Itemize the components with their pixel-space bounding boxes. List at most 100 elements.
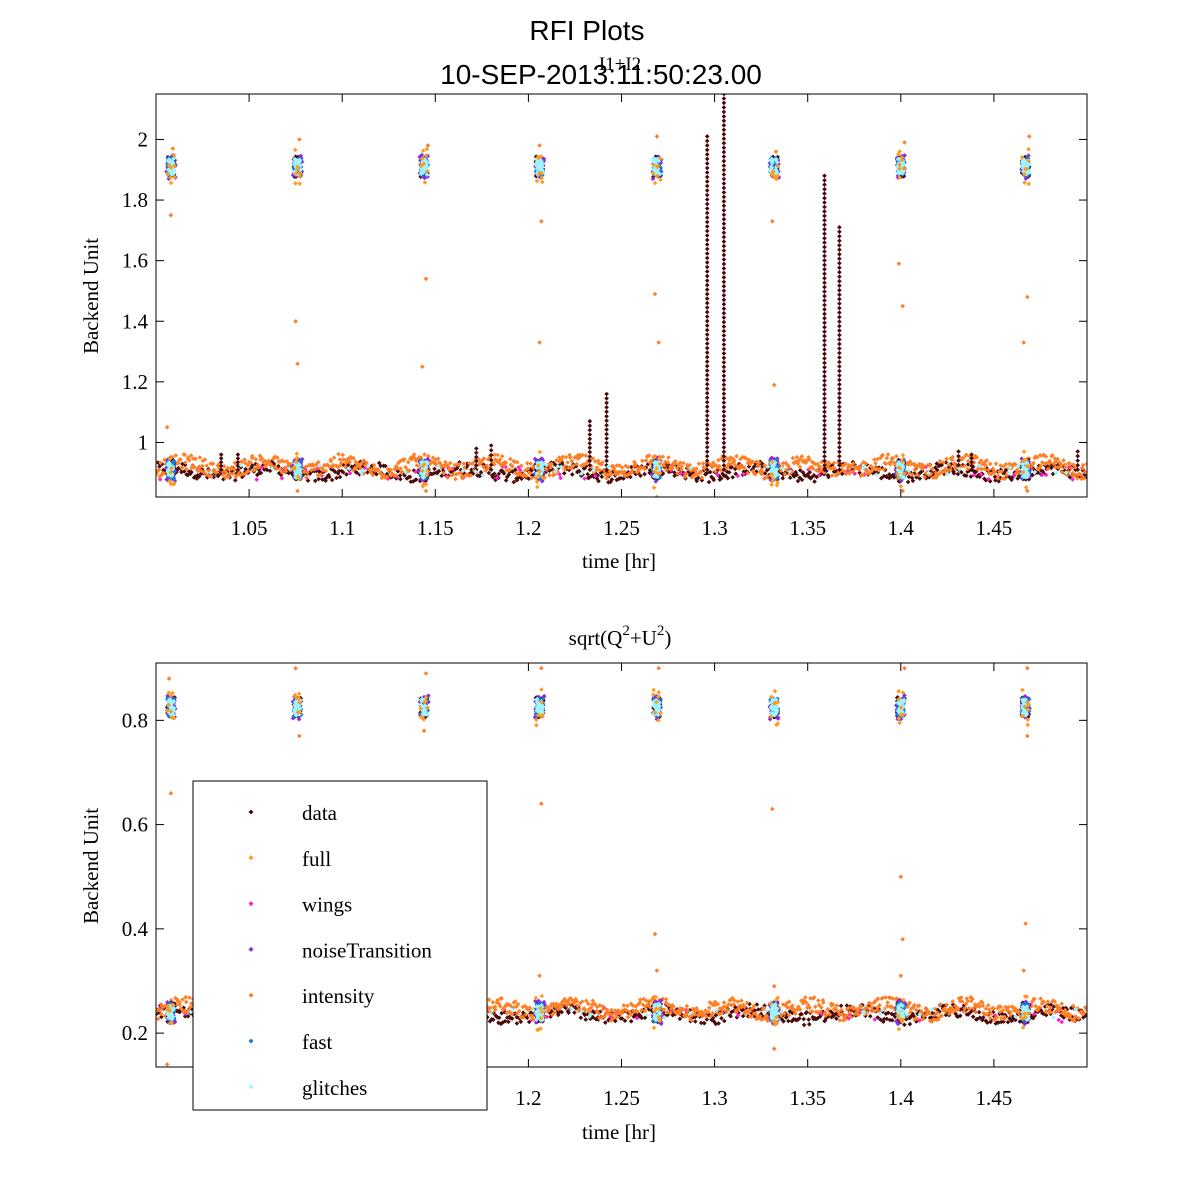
data-point <box>186 469 192 474</box>
intensity-point <box>406 459 411 465</box>
intensity-point <box>238 472 243 478</box>
spike-point <box>721 194 727 200</box>
spike-point <box>721 351 727 356</box>
spike-point <box>721 230 727 235</box>
full-point <box>540 475 545 480</box>
glitch-point <box>543 462 549 467</box>
data-point <box>233 478 238 483</box>
spike-point <box>704 134 710 139</box>
glitch-point <box>768 167 774 172</box>
intensity-point <box>430 455 436 460</box>
data-point <box>959 469 964 475</box>
intensity-point <box>189 1001 194 1006</box>
spike-point <box>837 409 842 414</box>
spike-point <box>704 368 710 373</box>
intensity-point <box>312 467 317 472</box>
spike-point <box>837 314 842 320</box>
outlier-point <box>423 488 429 494</box>
intensity-point <box>698 470 703 475</box>
intensity-point <box>193 456 198 462</box>
intensity-point <box>1084 461 1087 467</box>
data-point <box>413 477 419 482</box>
outlier-point <box>902 140 907 145</box>
intensity-point <box>351 456 356 461</box>
spike-point <box>721 145 727 150</box>
outlier-point <box>771 382 777 388</box>
spike-point <box>721 176 727 182</box>
intensity-point <box>571 463 576 468</box>
glitch-point <box>861 463 866 468</box>
intensity-point <box>197 455 203 460</box>
data-point <box>746 464 752 469</box>
data-point <box>726 470 732 475</box>
spike-point <box>822 431 827 437</box>
intensity-point <box>209 474 214 480</box>
intensity-point <box>794 454 800 460</box>
glitch-point <box>293 157 298 162</box>
full-point <box>168 470 173 475</box>
intensity-point <box>695 472 700 477</box>
data-point <box>320 477 325 482</box>
intensity-point <box>467 461 472 466</box>
spike-point <box>235 452 241 457</box>
spike-point <box>837 427 842 432</box>
intensity-point <box>782 471 788 477</box>
spike-point <box>474 454 479 460</box>
x-tick-label: 1.15 <box>417 516 454 540</box>
glitch-point <box>534 161 540 167</box>
intensity-point <box>608 471 614 477</box>
spike-point <box>721 458 727 464</box>
spike-point <box>721 185 727 191</box>
data-point <box>826 474 831 480</box>
glitch-point <box>238 463 244 468</box>
spike-point <box>837 341 842 347</box>
glitch-point <box>900 463 905 469</box>
glitch-point <box>421 157 427 162</box>
glitch-point <box>171 156 176 162</box>
intensity-point <box>922 475 927 480</box>
intensity-point <box>402 457 407 462</box>
intensity-point <box>565 460 570 465</box>
data-point <box>506 1019 511 1025</box>
spike-point <box>704 332 710 337</box>
glitch-point <box>769 160 775 166</box>
data-point <box>221 476 226 482</box>
glitch-point <box>1020 159 1025 165</box>
intensity-point <box>272 464 278 470</box>
intensity-point <box>253 456 259 462</box>
intensity-point <box>527 470 532 476</box>
intensity-point <box>604 476 609 481</box>
spike-point <box>837 238 842 244</box>
intensity-point <box>274 466 280 472</box>
data-point <box>590 1015 596 1020</box>
glitch-point <box>165 463 171 468</box>
spike-point <box>721 234 727 240</box>
data-point <box>502 1018 508 1024</box>
intensity-point <box>560 454 566 460</box>
full-point <box>1023 166 1028 172</box>
data-point <box>159 1014 164 1020</box>
spike-point <box>704 453 710 459</box>
data-point <box>804 1010 809 1015</box>
glitch-point <box>787 469 792 474</box>
cal-data-point <box>293 154 298 159</box>
spike-point <box>837 373 842 378</box>
glitch-point <box>419 471 425 476</box>
full-point <box>418 163 424 169</box>
intensity-point <box>694 466 699 471</box>
spike-point <box>969 463 974 469</box>
spike-point <box>604 400 609 406</box>
intensity-point <box>784 467 789 473</box>
data-point <box>943 460 949 465</box>
spike-point <box>837 422 842 428</box>
intensity-point <box>450 472 456 477</box>
glitch-point <box>460 468 466 473</box>
full-point <box>1021 449 1027 454</box>
fast-point <box>298 458 304 464</box>
intensity-point <box>906 462 911 467</box>
intensity-point <box>461 461 467 466</box>
full-point <box>293 459 299 465</box>
full-point <box>655 163 661 169</box>
data-point <box>185 472 191 478</box>
intensity-point <box>946 462 952 468</box>
